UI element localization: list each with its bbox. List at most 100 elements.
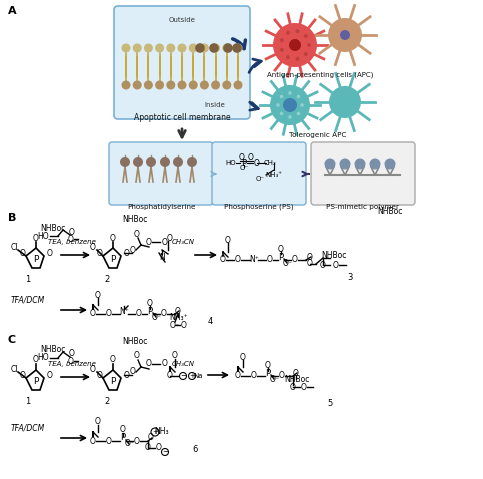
Text: CH₃CN: CH₃CN: [171, 361, 195, 367]
Text: CH₂: CH₂: [264, 160, 276, 166]
Text: 1: 1: [26, 398, 30, 407]
Circle shape: [223, 43, 233, 53]
Text: O: O: [134, 229, 140, 239]
Text: O: O: [20, 370, 26, 379]
Circle shape: [209, 43, 219, 53]
Text: O: O: [90, 365, 96, 374]
Circle shape: [155, 80, 164, 90]
Circle shape: [177, 44, 186, 53]
Text: HO: HO: [37, 231, 49, 240]
Text: O: O: [333, 261, 339, 270]
Circle shape: [304, 52, 308, 56]
Text: N⁺: N⁺: [119, 307, 129, 316]
Circle shape: [144, 44, 153, 53]
Text: −: −: [180, 373, 186, 379]
Text: Cl: Cl: [10, 242, 18, 251]
Text: NH₃: NH₃: [155, 427, 170, 436]
Circle shape: [160, 157, 170, 167]
Text: Outside: Outside: [169, 17, 196, 23]
Text: O: O: [161, 309, 167, 319]
Text: P: P: [242, 159, 246, 168]
Text: P: P: [120, 433, 126, 443]
Text: O: O: [293, 368, 299, 377]
Text: O: O: [290, 383, 296, 391]
Text: O: O: [47, 370, 53, 379]
Circle shape: [144, 80, 153, 90]
Circle shape: [146, 157, 156, 167]
Text: 5: 5: [327, 399, 333, 409]
Circle shape: [211, 80, 220, 90]
Text: O: O: [292, 255, 298, 264]
Text: O: O: [33, 233, 39, 242]
Text: O: O: [265, 361, 271, 369]
Circle shape: [300, 103, 304, 107]
Text: P: P: [147, 307, 153, 316]
Text: O: O: [110, 233, 116, 242]
Text: O: O: [162, 238, 168, 247]
Circle shape: [187, 157, 197, 167]
Circle shape: [122, 80, 130, 90]
Text: P: P: [110, 377, 116, 387]
Circle shape: [173, 157, 183, 167]
Text: O: O: [145, 444, 151, 453]
Text: NHBoc: NHBoc: [40, 345, 66, 354]
Circle shape: [325, 159, 336, 170]
Text: O: O: [90, 436, 96, 445]
Text: O: O: [146, 238, 152, 247]
Circle shape: [120, 157, 130, 167]
Text: O: O: [47, 249, 53, 258]
Text: −: −: [162, 449, 168, 455]
Text: O: O: [167, 233, 173, 242]
Circle shape: [328, 18, 362, 52]
Text: O: O: [235, 372, 241, 380]
Text: Antigen-presenting cells (APC): Antigen-presenting cells (APC): [267, 72, 373, 78]
Circle shape: [297, 112, 300, 115]
Text: O: O: [106, 436, 112, 445]
Circle shape: [211, 44, 220, 53]
Text: P: P: [110, 255, 116, 264]
Text: O: O: [33, 355, 39, 365]
Text: Phosphoserine (PS): Phosphoserine (PS): [224, 204, 294, 210]
Text: O: O: [124, 249, 130, 258]
Text: O: O: [90, 242, 96, 251]
Text: O⁻: O⁻: [256, 176, 265, 182]
Circle shape: [122, 44, 130, 53]
Text: N: N: [159, 253, 165, 262]
Text: 1: 1: [26, 275, 30, 285]
Text: O: O: [172, 352, 178, 361]
Text: O: O: [235, 255, 241, 264]
Text: O: O: [220, 255, 226, 264]
Text: O: O: [254, 159, 260, 168]
Circle shape: [297, 95, 300, 98]
Text: TEA, benzene: TEA, benzene: [48, 361, 96, 367]
Text: 4: 4: [207, 318, 213, 327]
Text: NH₃⁺: NH₃⁺: [170, 313, 188, 322]
Text: 3: 3: [347, 274, 353, 283]
Text: O: O: [95, 290, 101, 299]
Text: O: O: [146, 360, 152, 368]
Circle shape: [133, 80, 142, 90]
Text: O: O: [278, 244, 284, 253]
Text: NHBoc: NHBoc: [122, 216, 148, 225]
Text: NHBoc: NHBoc: [284, 376, 310, 385]
Text: NHBoc: NHBoc: [40, 224, 66, 232]
Text: +: +: [189, 373, 195, 379]
Circle shape: [200, 80, 209, 90]
Text: O: O: [134, 352, 140, 361]
Circle shape: [270, 85, 310, 125]
Text: O: O: [106, 309, 112, 319]
Text: O⁻: O⁻: [283, 259, 293, 267]
Circle shape: [166, 80, 175, 90]
Circle shape: [288, 115, 292, 119]
Text: Tolerogenic APC: Tolerogenic APC: [289, 132, 347, 138]
Text: C: C: [8, 335, 16, 345]
Text: O: O: [69, 350, 75, 358]
Circle shape: [369, 159, 381, 170]
Text: O: O: [110, 355, 116, 365]
Text: O: O: [320, 261, 326, 270]
Circle shape: [233, 80, 242, 90]
Circle shape: [155, 44, 164, 53]
Text: O: O: [147, 298, 153, 308]
Circle shape: [286, 55, 290, 59]
Text: N⁺: N⁺: [249, 255, 259, 264]
